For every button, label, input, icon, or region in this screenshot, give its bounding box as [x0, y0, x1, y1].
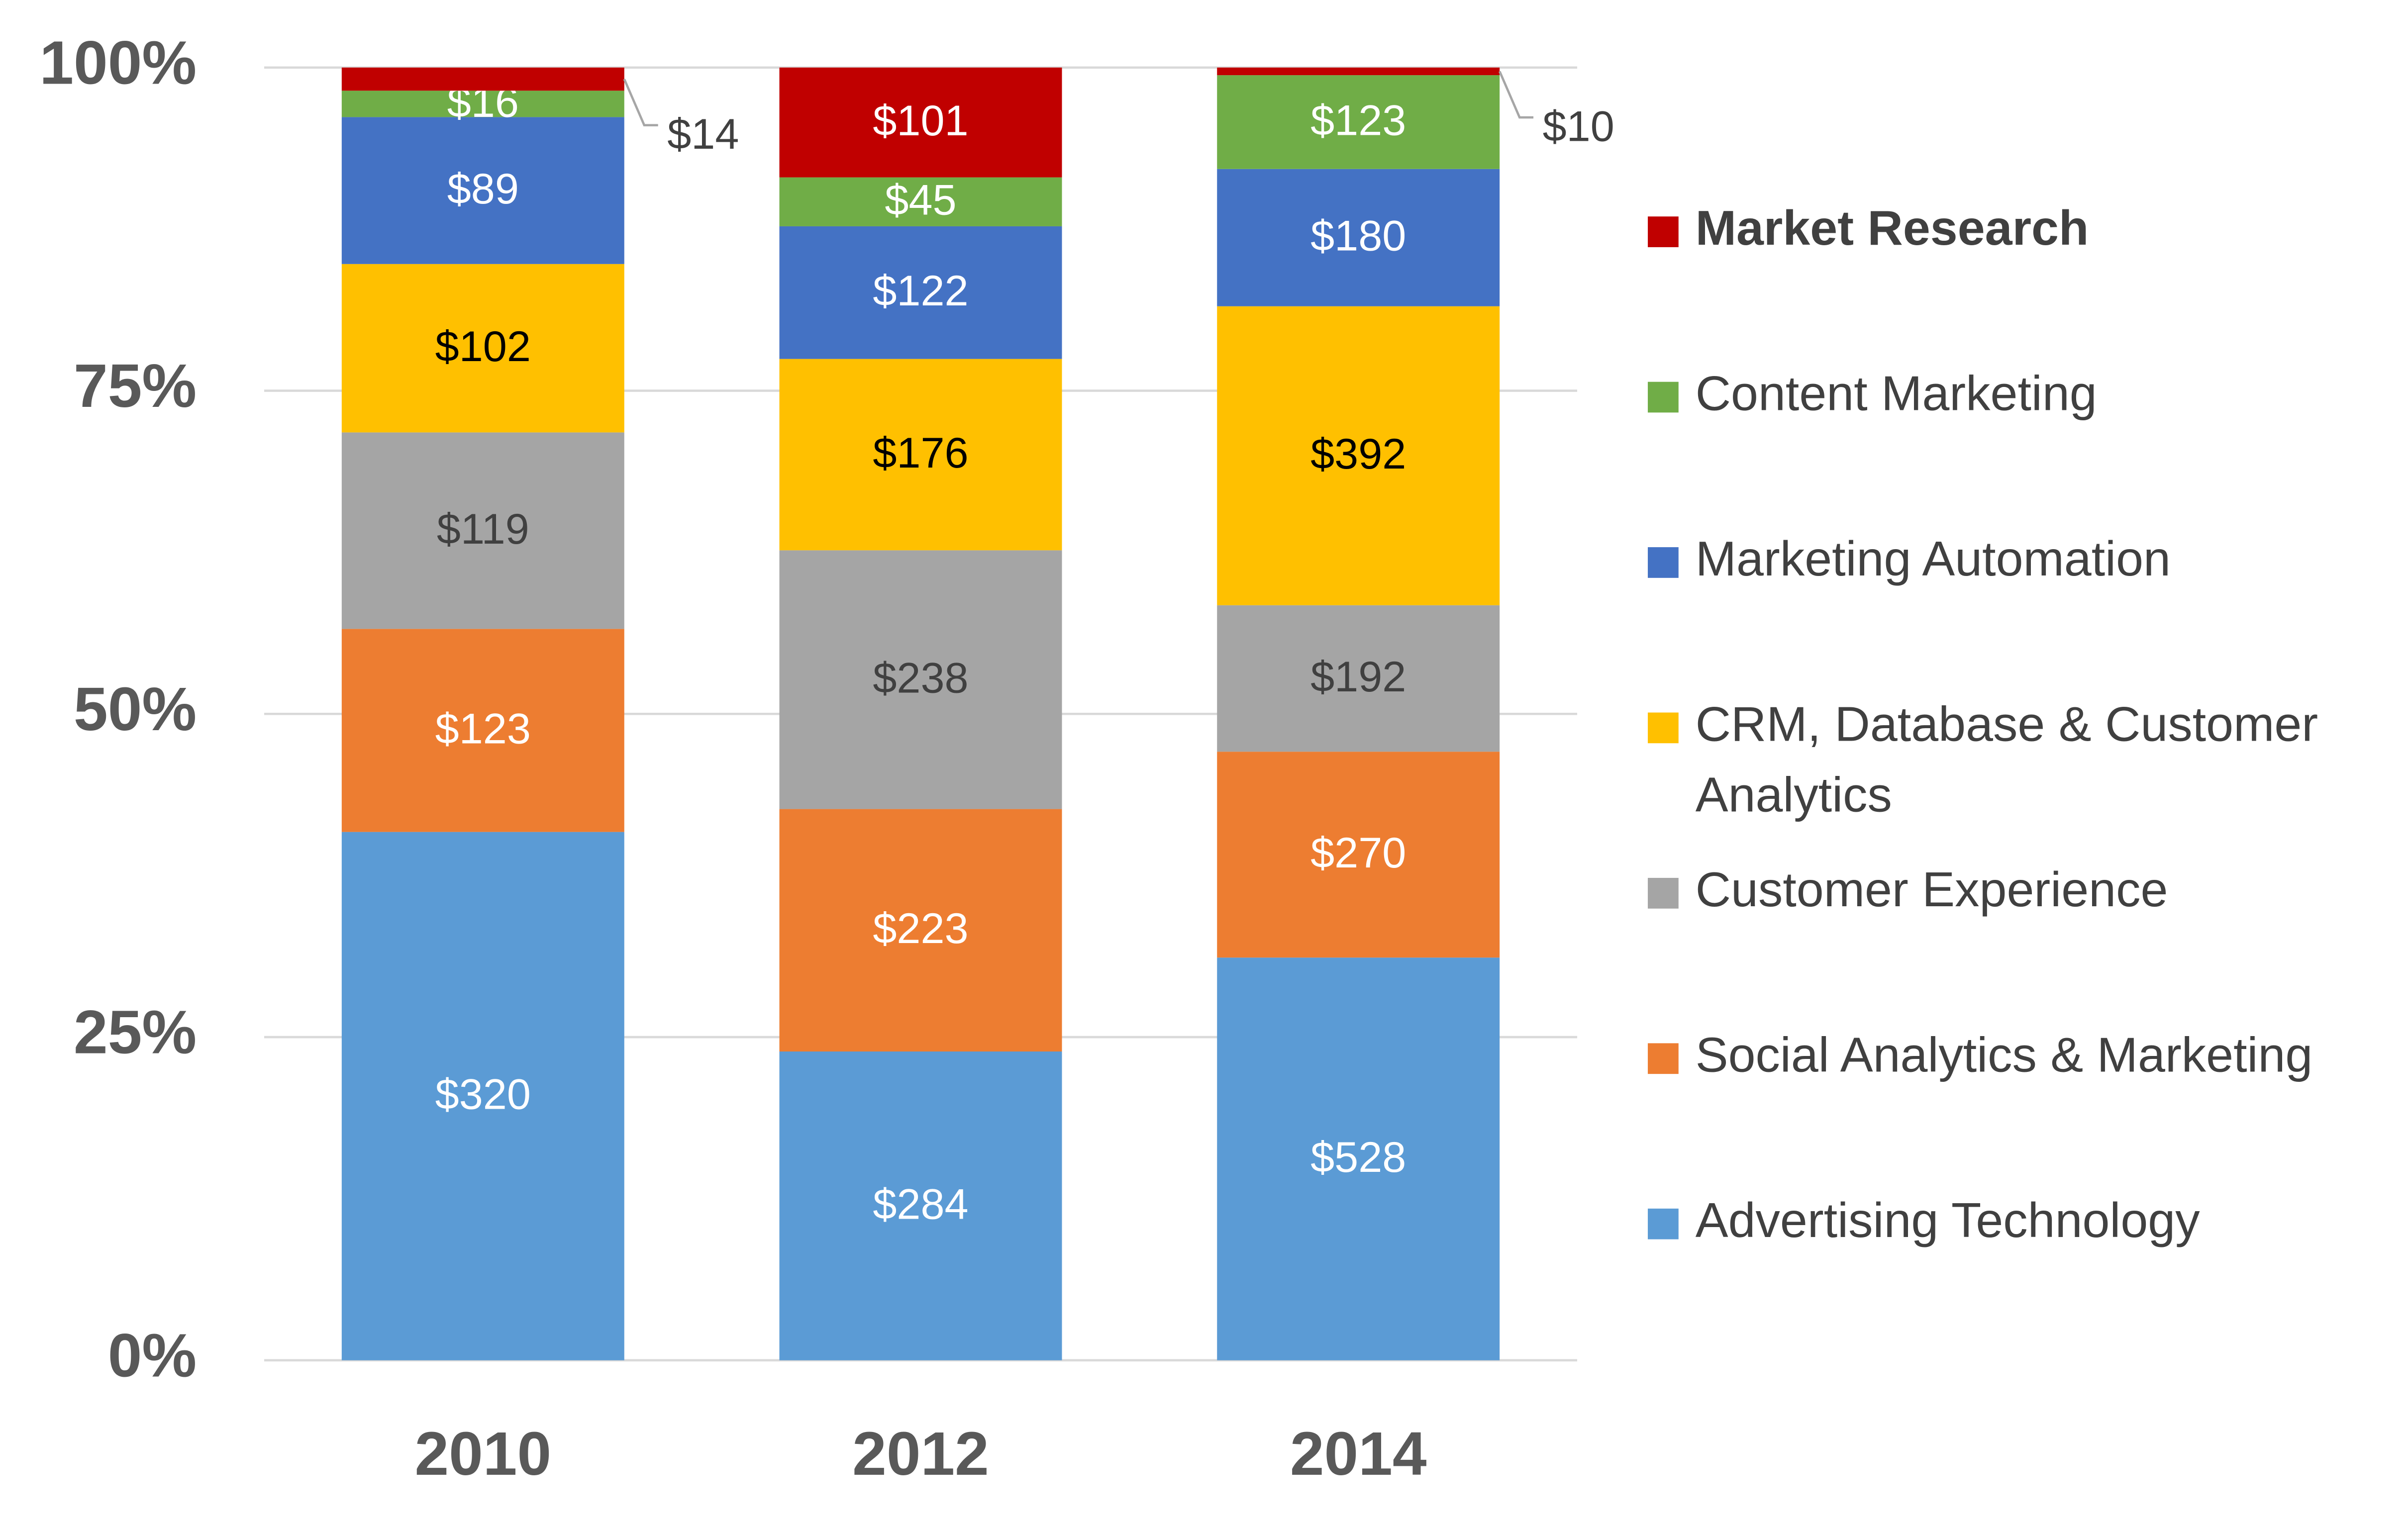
bar-segment: [1217, 605, 1500, 752]
bar-segment: [341, 117, 624, 264]
legend-label: Customer Experience: [1696, 862, 2168, 917]
data-label: $176: [873, 429, 968, 477]
legend-swatch: [1648, 1043, 1679, 1074]
y-tick-label: 75%: [74, 352, 197, 420]
bar-segment: [341, 832, 624, 1360]
data-label: $238: [873, 654, 968, 702]
legend-swatch: [1648, 382, 1679, 413]
bar-segment: [341, 91, 624, 117]
legend-label: Advertising Technology: [1696, 1193, 2201, 1247]
bar-segment: [341, 432, 624, 629]
data-label: $123: [1310, 96, 1406, 144]
data-label: $101: [873, 97, 968, 145]
legend-swatch: [1648, 216, 1679, 247]
leader-line: [1499, 71, 1534, 119]
bar-segment: [341, 629, 624, 832]
x-tick-label: 2014: [1290, 1420, 1427, 1488]
bar-segment: [779, 809, 1062, 1052]
bar-segment: [779, 1051, 1062, 1360]
legend-label-line: Analytics: [1696, 767, 1892, 822]
bar-segment: [341, 264, 624, 433]
x-tick-label: 2012: [852, 1420, 989, 1488]
data-label: $284: [873, 1180, 968, 1228]
legend-swatch: [1648, 712, 1679, 744]
leader-line: [623, 79, 658, 126]
y-tick-label: 100%: [39, 28, 197, 97]
bar-segment: [1217, 169, 1500, 306]
y-tick-label: 0%: [108, 1321, 197, 1390]
data-label: $180: [1310, 212, 1406, 260]
bar-segment: [1217, 957, 1500, 1360]
data-label: $119: [437, 505, 529, 553]
bar-segment: [779, 550, 1062, 809]
data-label: $270: [1310, 829, 1406, 877]
legend-label: Social Analytics & Marketing: [1696, 1027, 2313, 1082]
data-label: $192: [1310, 653, 1406, 701]
bar-segment: [341, 67, 624, 91]
data-label: $14: [667, 110, 739, 158]
legend-label: CRM, Database & Customer Analytics: [1696, 696, 2332, 822]
data-label: $528: [1310, 1134, 1406, 1181]
data-label: $392: [1310, 430, 1406, 478]
legend-swatch: [1648, 547, 1679, 578]
legend-label: Market Research: [1696, 200, 2089, 255]
y-tick-label: 25%: [74, 998, 197, 1067]
data-label: $45: [885, 177, 956, 224]
bar-segment: [1217, 752, 1500, 958]
data-label: $122: [873, 267, 968, 315]
legend-swatch: [1648, 877, 1679, 909]
data-label: $320: [435, 1071, 531, 1119]
bar-segment: [779, 226, 1062, 359]
y-tick-label: 50%: [74, 675, 197, 744]
bar-segment: [779, 67, 1062, 178]
legend-label: Marketing Automation: [1696, 531, 2171, 586]
legend-label: Content Marketing: [1696, 366, 2097, 421]
x-tick-label: 2010: [414, 1420, 551, 1488]
legend-label-line: CRM, Database & Customer: [1696, 696, 2332, 751]
data-label: $123: [435, 705, 531, 753]
legend-swatch: [1648, 1208, 1679, 1240]
data-label: $223: [873, 905, 968, 953]
bar-segment: [779, 177, 1062, 226]
bar-segment: [1217, 306, 1500, 605]
data-label: $102: [435, 323, 531, 371]
bar-segment: [1217, 67, 1500, 76]
data-label: $10: [1543, 103, 1614, 151]
data-label: $89: [447, 165, 519, 213]
bar-segment: [779, 359, 1062, 551]
bar-segment: [1217, 75, 1500, 169]
